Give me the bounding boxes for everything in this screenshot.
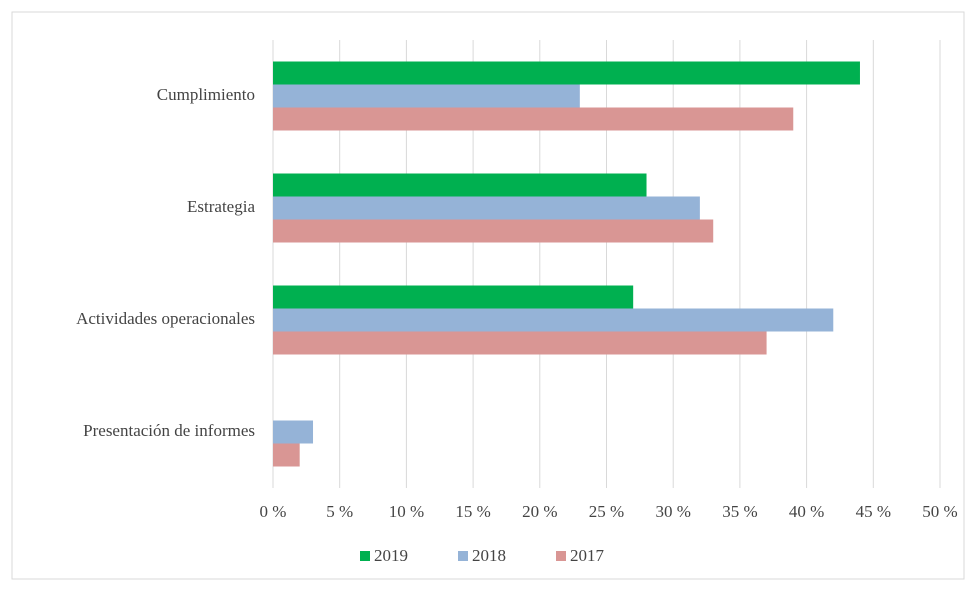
x-tick-label: 15 % [455, 502, 490, 521]
x-tick-label: 45 % [856, 502, 891, 521]
bar [273, 107, 794, 131]
legend-label: 2018 [472, 546, 506, 565]
x-tick-label: 5 % [326, 502, 353, 521]
legend-label: 2019 [374, 546, 408, 565]
x-tick-label: 25 % [589, 502, 624, 521]
bar [273, 173, 647, 197]
bar [273, 443, 300, 467]
x-tick-label: 30 % [655, 502, 690, 521]
bar [273, 196, 700, 220]
x-tick-label: 40 % [789, 502, 824, 521]
y-tick-label: Actividades operacionales [76, 309, 255, 328]
bar [273, 61, 860, 85]
bar [273, 308, 834, 332]
y-tick-label: Cumplimiento [157, 85, 255, 104]
bar [273, 331, 767, 355]
y-tick-label: Estrategia [187, 197, 255, 216]
x-tick-label: 35 % [722, 502, 757, 521]
legend-label: 2017 [570, 546, 605, 565]
x-tick-label: 0 % [260, 502, 287, 521]
x-tick-label: 50 % [922, 502, 957, 521]
bar [273, 285, 634, 309]
x-tick-label: 20 % [522, 502, 557, 521]
bar [273, 219, 714, 243]
y-tick-label: Presentación de informes [83, 421, 255, 440]
legend-swatch [360, 551, 370, 561]
bar [273, 84, 580, 108]
legend-swatch [458, 551, 468, 561]
legend-swatch [556, 551, 566, 561]
bar [273, 420, 314, 444]
x-tick-label: 10 % [389, 502, 424, 521]
